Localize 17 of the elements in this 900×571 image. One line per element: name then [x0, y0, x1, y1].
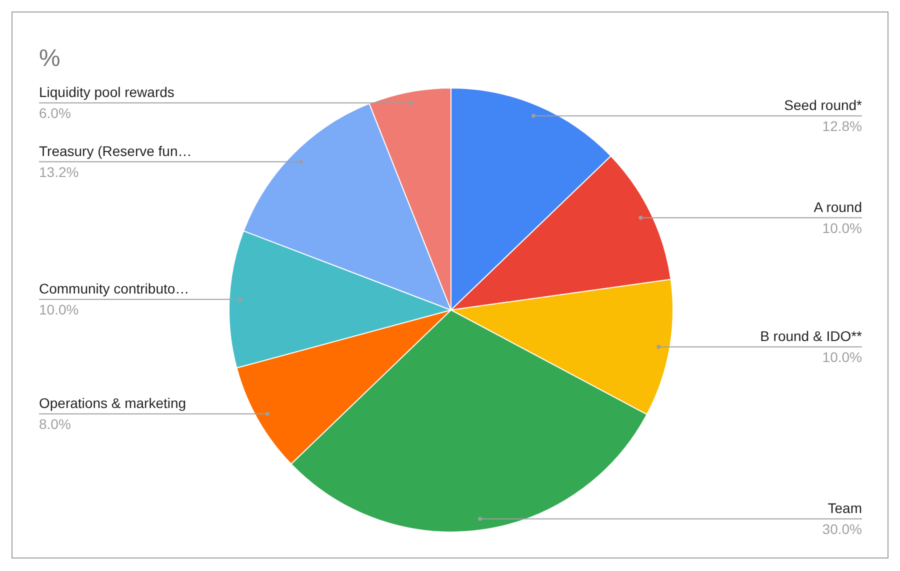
slice-label: Operations & marketing: [39, 394, 186, 411]
data-label: 13.2%: [39, 164, 79, 180]
slice-label: Treasury (Reserve fun…: [39, 142, 192, 159]
data-label: 10.0%: [822, 220, 862, 236]
slice-label: Team: [828, 500, 862, 516]
data-label: 10.0%: [822, 348, 862, 365]
slice-label: Seed round*: [784, 96, 863, 113]
slice-label: A round: [814, 198, 862, 215]
slice-label: Community contributo…: [39, 280, 190, 296]
data-label: 8.0%: [39, 416, 71, 432]
data-label: 30.0%: [822, 520, 862, 537]
data-label: 10.0%: [39, 301, 79, 318]
chart-title: %: [39, 45, 60, 72]
data-label: 12.8%: [822, 118, 862, 134]
slice-label: Liquidity pool rewards: [39, 84, 174, 100]
data-label: 6.0%: [39, 104, 71, 121]
slice-label: B round & IDO**: [760, 328, 863, 344]
